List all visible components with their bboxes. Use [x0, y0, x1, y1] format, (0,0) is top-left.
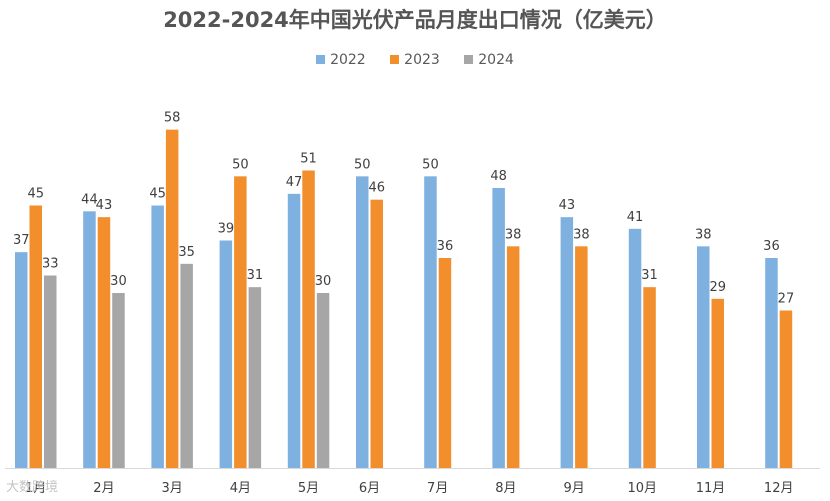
value-label-2022-6月: 50	[354, 157, 371, 172]
x-tick-label-11月: 11月	[696, 481, 726, 496]
x-tick-label-9月: 9月	[563, 481, 584, 496]
bar-2023-8月	[506, 246, 520, 468]
legend-swatch-2024	[464, 55, 474, 64]
legend-label-2024: 2024	[478, 52, 514, 68]
value-label-2024-1月: 33	[42, 257, 59, 272]
bar-2022-10月	[628, 228, 642, 468]
value-label-2023-1月: 45	[27, 187, 44, 202]
bar-2023-6月	[370, 199, 383, 468]
bar-2024-1月	[44, 275, 57, 468]
bar-2023-5月	[302, 170, 315, 468]
value-label-2023-12月: 27	[778, 292, 795, 307]
value-label-2023-10月: 31	[641, 268, 658, 283]
legend-item-2024: 2024	[464, 52, 514, 68]
value-label-2022-5月: 47	[286, 175, 303, 190]
value-label-2024-5月: 30	[315, 274, 332, 289]
bar-2022-6月	[356, 176, 369, 469]
x-tick-labels-group: 1月 2月 3月 4月 5月 6月 7月 8月 9月 10月 11月 12月	[25, 481, 793, 496]
x-tick-label-12月: 12月	[764, 481, 794, 496]
legend-item-2023: 2023	[390, 52, 440, 68]
value-label-2022-12月: 36	[763, 239, 780, 254]
x-tick-label-8月: 8月	[495, 481, 516, 496]
bar-2023-3月	[165, 129, 179, 468]
bar-2022-9月	[560, 217, 574, 468]
bar-2022-5月	[287, 193, 301, 469]
bar-2024-2月	[112, 293, 125, 468]
bar-2024-5月	[316, 293, 330, 468]
value-label-2022-2月: 44	[81, 192, 98, 207]
bar-2024-3月	[180, 263, 193, 468]
value-label-2024-4月: 31	[247, 268, 264, 283]
x-tick-label-1月: 1月	[25, 481, 46, 496]
bars-group	[15, 129, 793, 469]
value-label-2023-7月: 36	[437, 239, 454, 254]
watermark-logo: 大数跨境	[6, 480, 59, 495]
value-label-2022-3月: 45	[149, 187, 166, 202]
legend-swatch-2023	[390, 55, 400, 64]
chart-title: 2022-2024年中国光伏产品月度出口情况（亿美元）	[163, 8, 667, 32]
x-tick-label-3月: 3月	[162, 481, 183, 496]
value-label-2022-1月: 37	[13, 233, 30, 248]
x-tick-label-5月: 5月	[298, 481, 319, 496]
value-label-2023-9月: 38	[573, 227, 590, 242]
bar-2023-4月	[234, 176, 247, 469]
x-tick-label-7月: 7月	[427, 481, 448, 496]
bar-2023-9月	[575, 246, 588, 468]
legend-label-2023: 2023	[404, 52, 440, 68]
bar-2022-11月	[697, 246, 710, 468]
bar-2023-7月	[438, 258, 452, 468]
value-label-2024-2月: 30	[110, 274, 127, 289]
value-label-2022-11月: 38	[695, 227, 712, 242]
value-labels-group: 3745334443304558353950314751305046503648…	[13, 111, 794, 307]
bar-2022-1月	[15, 252, 28, 468]
legend-swatch-2022	[316, 55, 326, 64]
value-label-2022-7月: 50	[422, 157, 439, 172]
bar-2022-2月	[83, 211, 96, 469]
bar-2023-2月	[97, 217, 111, 468]
x-tick-label-2月: 2月	[93, 481, 114, 496]
bar-2023-1月	[29, 205, 42, 468]
x-tick-label-4月: 4月	[230, 481, 251, 496]
legend-label-2022: 2022	[330, 52, 366, 68]
legend: 2022 2023 2024	[0, 52, 830, 68]
bar-2022-7月	[424, 176, 437, 469]
value-label-2023-2月: 43	[96, 198, 113, 213]
bar-2022-4月	[219, 240, 233, 468]
value-label-2024-3月: 35	[178, 245, 195, 260]
value-label-2023-4月: 50	[232, 157, 249, 172]
bar-2022-3月	[151, 205, 164, 468]
value-label-2022-10月: 41	[627, 210, 644, 225]
value-label-2023-11月: 29	[709, 280, 726, 295]
value-label-2023-6月: 46	[368, 181, 385, 196]
value-label-2023-8月: 38	[505, 227, 522, 242]
bar-2022-8月	[492, 188, 505, 468]
x-tick-label-10月: 10月	[628, 481, 658, 496]
value-label-2022-8月: 48	[490, 169, 507, 184]
bar-2024-4月	[248, 287, 262, 468]
value-label-2023-3月: 58	[164, 111, 181, 126]
value-label-2022-4月: 39	[218, 222, 235, 237]
value-label-2022-9月: 43	[559, 198, 576, 213]
bar-2023-11月	[711, 298, 724, 468]
bar-2022-12月	[765, 258, 778, 468]
value-label-2023-5月: 51	[300, 152, 317, 167]
x-tick-label-6月: 6月	[359, 481, 380, 496]
bar-2023-12月	[779, 310, 793, 468]
bar-2023-10月	[643, 287, 656, 468]
legend-item-2022: 2022	[316, 52, 366, 68]
